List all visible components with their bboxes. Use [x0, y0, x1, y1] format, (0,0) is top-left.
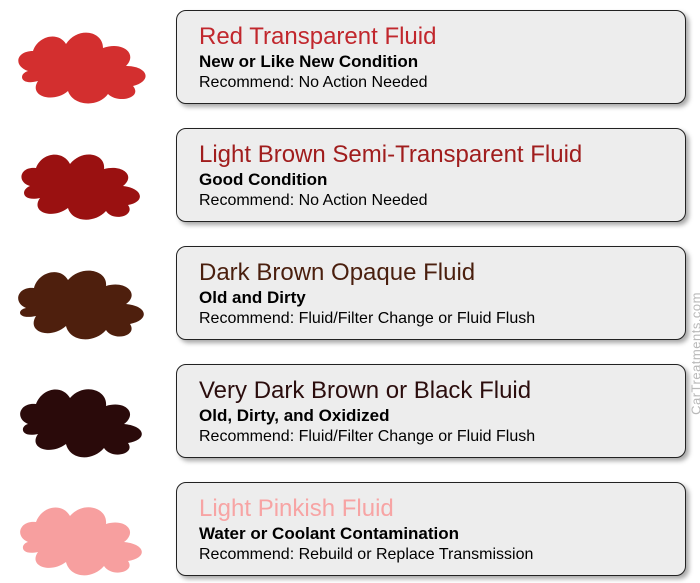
- fluid-recommend: Recommend: Rebuild or Replace Transmissi…: [199, 546, 669, 564]
- fluid-condition: Old and Dirty: [199, 288, 669, 308]
- fluid-card: Very Dark Brown or Black Fluid Old, Dirt…: [14, 364, 686, 458]
- fluid-condition: Good Condition: [199, 170, 669, 190]
- splat-icon: [8, 488, 198, 578]
- card-box: Light Brown Semi-Transparent Fluid Good …: [176, 128, 686, 222]
- card-box: Dark Brown Opaque Fluid Old and Dirty Re…: [176, 246, 686, 340]
- fluid-condition: New or Like New Condition: [199, 52, 669, 72]
- fluid-title: Red Transparent Fluid: [199, 24, 669, 50]
- fluid-card: Red Transparent Fluid New or Like New Co…: [14, 10, 686, 104]
- fluid-title: Very Dark Brown or Black Fluid: [199, 378, 669, 404]
- splat-icon: [8, 134, 198, 224]
- splat-icon: [8, 252, 198, 342]
- fluid-recommend: Recommend: No Action Needed: [199, 192, 669, 210]
- watermark: CarTreatments.com: [689, 292, 700, 415]
- fluid-card: Dark Brown Opaque Fluid Old and Dirty Re…: [14, 246, 686, 340]
- fluid-condition: Water or Coolant Contamination: [199, 524, 669, 544]
- splat-icon: [8, 370, 198, 460]
- fluid-title: Light Brown Semi-Transparent Fluid: [199, 142, 669, 168]
- fluid-title: Light Pinkish Fluid: [199, 496, 669, 522]
- fluid-card: Light Brown Semi-Transparent Fluid Good …: [14, 128, 686, 222]
- card-box: Red Transparent Fluid New or Like New Co…: [176, 10, 686, 104]
- fluid-recommend: Recommend: Fluid/Filter Change or Fluid …: [199, 310, 669, 328]
- fluid-card: Light Pinkish Fluid Water or Coolant Con…: [14, 482, 686, 576]
- fluid-recommend: Recommend: No Action Needed: [199, 74, 669, 92]
- fluid-recommend: Recommend: Fluid/Filter Change or Fluid …: [199, 428, 669, 446]
- fluid-condition: Old, Dirty, and Oxidized: [199, 406, 669, 426]
- card-box: Very Dark Brown or Black Fluid Old, Dirt…: [176, 364, 686, 458]
- card-box: Light Pinkish Fluid Water or Coolant Con…: [176, 482, 686, 576]
- fluid-title: Dark Brown Opaque Fluid: [199, 260, 669, 286]
- splat-icon: [8, 16, 198, 106]
